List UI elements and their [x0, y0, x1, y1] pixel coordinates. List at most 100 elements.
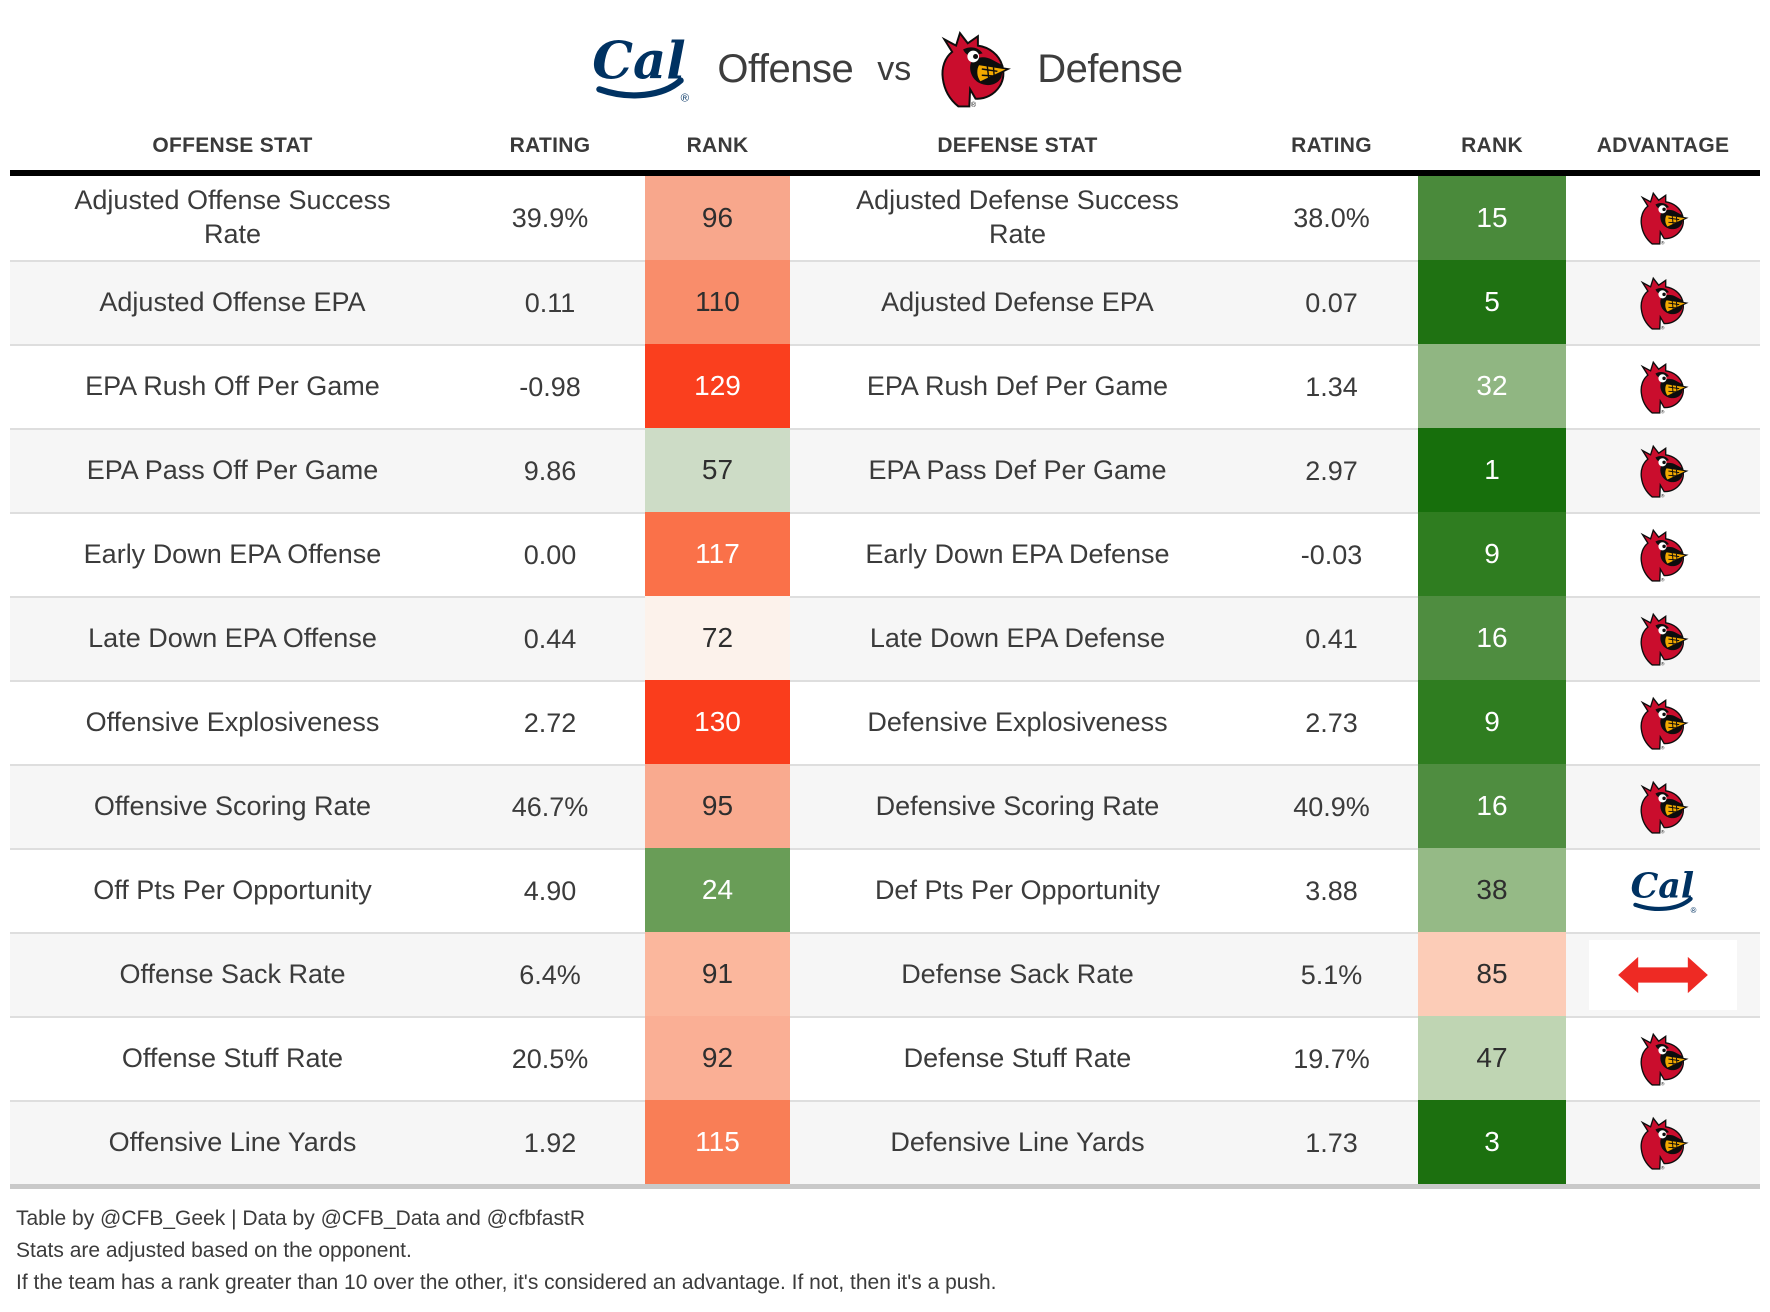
svg-text:®: ® — [971, 101, 977, 109]
col-header-advantage: ADVANTAGE — [1596, 134, 1730, 157]
defense-rating-cell: 40.9% — [1245, 764, 1418, 848]
offense-rank-cell: 95 — [645, 764, 790, 848]
table-row: Offense Sack Rate 6.4% 91 Defense Sack R… — [10, 932, 1760, 1016]
defense-rank-value: 16 — [1476, 622, 1508, 653]
offense-rating-cell: 0.00 — [455, 512, 645, 596]
cal-logo-icon: Cal ® — [587, 29, 693, 109]
offense-rating-value: 46.7% — [511, 791, 589, 822]
offense-rating-value: 0.11 — [524, 287, 576, 318]
offense-rank-cell: 96 — [645, 176, 790, 260]
defense-stat-label: Early Down EPA Defense — [865, 539, 1170, 570]
defense-rank-value: 47 — [1476, 1042, 1508, 1073]
svg-text:®: ® — [1661, 828, 1665, 834]
svg-text:®: ® — [1661, 408, 1665, 414]
offense-stat-cell: Offensive Scoring Rate — [10, 764, 455, 848]
defense-stat-cell: EPA Pass Def Per Game — [790, 428, 1245, 512]
defense-rank-value: 3 — [1484, 1126, 1500, 1157]
offense-rating-cell: 0.44 — [455, 596, 645, 680]
defense-rank-cell: 1 — [1418, 428, 1566, 512]
defense-stat-cell: Early Down EPA Defense — [790, 512, 1245, 596]
defense-rank-cell: 5 — [1418, 260, 1566, 344]
defense-rating-value: 3.88 — [1305, 875, 1358, 906]
louisville-cardinal-icon: ® — [1636, 276, 1690, 330]
offense-stat-cell: Offense Stuff Rate — [10, 1016, 455, 1100]
defense-rating-value: 19.7% — [1293, 1043, 1370, 1074]
table-row: Early Down EPA Offense 0.00 117 Early Do… — [10, 512, 1760, 596]
svg-text:®: ® — [681, 93, 690, 105]
louisville-cardinal-icon: ® — [1636, 1116, 1690, 1170]
col-header-offense-rating: RATING — [509, 134, 591, 157]
defense-rank-cell: 9 — [1418, 512, 1566, 596]
offense-rank-cell: 130 — [645, 680, 790, 764]
louisville-cardinal-icon: ® — [1636, 528, 1690, 582]
vs-label: vs — [877, 49, 912, 88]
defense-rating-value: 38.0% — [1293, 202, 1370, 233]
offense-rating-cell: 6.4% — [455, 932, 645, 1016]
advantage-cell — [1566, 932, 1760, 1016]
defense-rank-value: 85 — [1476, 958, 1508, 989]
offense-rank-cell: 110 — [645, 260, 790, 344]
offense-stat-label: Offense Sack Rate — [119, 959, 346, 990]
defense-rating-value: -0.03 — [1300, 539, 1363, 570]
table-row: Offensive Scoring Rate 46.7% 95 Defensiv… — [10, 764, 1760, 848]
defense-rank-value: 32 — [1476, 370, 1508, 401]
defense-rating-value: 2.97 — [1305, 455, 1358, 486]
defense-stat-cell: Adjusted Defense Success Rate — [790, 176, 1245, 260]
defense-stat-cell: Defensive Explosiveness — [790, 680, 1245, 764]
offense-rating-cell: 39.9% — [455, 176, 645, 260]
footer-note-adjusted: Stats are adjusted based on the opponent… — [16, 1239, 412, 1262]
offense-rank-cell: 91 — [645, 932, 790, 1016]
table-row: Offensive Line Yards 1.92 115 Defensive … — [10, 1100, 1760, 1184]
defense-rating-value: 0.07 — [1305, 287, 1358, 318]
offense-rank-value: 130 — [694, 706, 741, 737]
svg-text:®: ® — [1661, 744, 1665, 750]
offense-stat-cell: Late Down EPA Offense — [10, 596, 455, 680]
svg-text:®: ® — [1661, 324, 1665, 330]
defense-stat-label: Defensive Explosiveness — [867, 707, 1168, 738]
advantage-cell: ® — [1566, 764, 1760, 848]
defense-title: Defense — [1037, 46, 1183, 91]
defense-rating-cell: 19.7% — [1245, 1016, 1418, 1100]
table-row: EPA Pass Off Per Game 9.86 57 EPA Pass D… — [10, 428, 1760, 512]
table-row: Offensive Explosiveness 2.72 130 Defensi… — [10, 680, 1760, 764]
defense-rating-cell: 1.73 — [1245, 1100, 1418, 1184]
offense-rating-cell: 4.90 — [455, 848, 645, 932]
defense-stat-cell: Defense Stuff Rate — [790, 1016, 1245, 1100]
defense-stat-label: EPA Rush Def Per Game — [866, 371, 1169, 402]
offense-rank-cell: 72 — [645, 596, 790, 680]
defense-stat-label: Def Pts Per Opportunity — [874, 875, 1161, 906]
defense-rank-value: 15 — [1476, 202, 1508, 233]
col-header-defense-rating: RATING — [1291, 134, 1372, 157]
defense-rank-value: 38 — [1476, 874, 1508, 905]
stats-table: OFFENSE STAT RATING RANK DEFENSE STAT RA… — [10, 120, 1760, 170]
advantage-cell: ® — [1566, 1016, 1760, 1100]
louisville-cardinal-icon: ® — [1636, 360, 1690, 414]
offense-rating-value: 4.90 — [523, 875, 577, 906]
offense-rating-cell: 46.7% — [455, 764, 645, 848]
table-row: Off Pts Per Opportunity 4.90 24 Def Pts … — [10, 848, 1760, 932]
footer-credit: Table by @CFB_Geek | Data by @CFB_Data a… — [16, 1207, 585, 1230]
table-row: Late Down EPA Offense 0.44 72 Late Down … — [10, 596, 1760, 680]
cal-logo-icon: Cal ® — [1627, 864, 1699, 918]
defense-stat-label: Defense Stuff Rate — [903, 1043, 1132, 1074]
defense-stat-label: Adjusted Defense Success Rate — [856, 185, 1179, 249]
defense-stat-label: Late Down EPA Defense — [869, 623, 1166, 654]
offense-rank-value: 72 — [701, 622, 734, 653]
offense-stat-cell: Off Pts Per Opportunity — [10, 848, 455, 932]
svg-text:®: ® — [1661, 1164, 1665, 1170]
offense-rank-value: 24 — [701, 874, 734, 905]
defense-rank-value: 1 — [1484, 454, 1500, 485]
louisville-cardinal-icon: ® — [1636, 444, 1690, 498]
defense-rating-value: 40.9% — [1293, 791, 1370, 822]
offense-rank-value: 117 — [695, 538, 740, 569]
offense-stat-label: Late Down EPA Offense — [88, 623, 377, 654]
advantage-cell: ® — [1566, 176, 1760, 260]
advantage-cell: Cal ® — [1566, 848, 1760, 932]
table-row: Offense Stuff Rate 20.5% 92 Defense Stuf… — [10, 1016, 1760, 1100]
svg-text:®: ® — [1661, 576, 1665, 582]
offense-rank-cell: 57 — [645, 428, 790, 512]
defense-rank-value: 5 — [1484, 286, 1500, 317]
offense-stat-cell: EPA Rush Off Per Game — [10, 344, 455, 428]
louisville-cardinal-icon: ® — [1636, 696, 1690, 750]
offense-stat-label: Adjusted Offense Success Rate — [74, 185, 391, 249]
